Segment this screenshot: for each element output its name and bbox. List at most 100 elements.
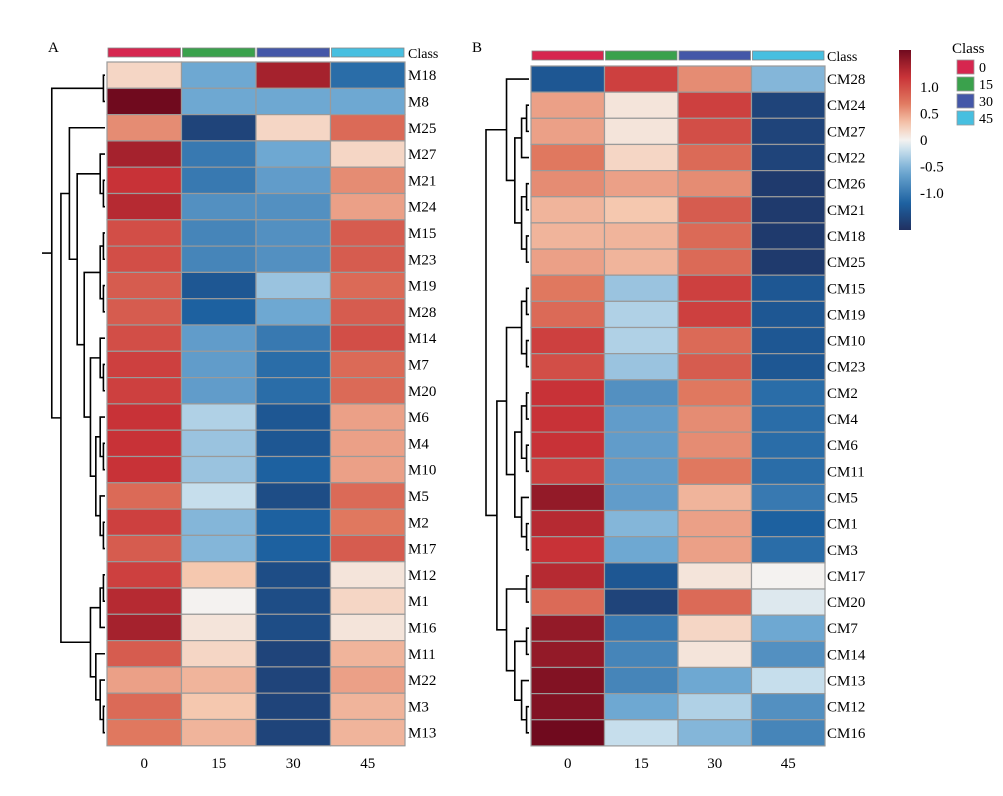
heatmap-cell-M13-30 <box>255 718 332 747</box>
row-label-CM26: CM26 <box>827 177 866 193</box>
heatmap-cell-M23-45 <box>329 245 406 274</box>
class-bar-b-15 <box>605 50 678 61</box>
column-label-a-45: 45 <box>360 756 375 772</box>
heatmap-cell-M14-45 <box>329 324 406 352</box>
heatmap-cell-M4-0 <box>106 429 183 458</box>
row-label-M17: M17 <box>408 542 437 558</box>
row-label-M11: M11 <box>408 647 436 663</box>
heatmap-cell-M19-15 <box>180 271 257 300</box>
row-label-M7: M7 <box>408 357 429 373</box>
heatmap-cell-M8-30 <box>255 87 332 116</box>
heatmap-cell-M25-45 <box>329 113 406 142</box>
row-label-CM15: CM15 <box>827 281 865 297</box>
heatmap-cell-CM16-15 <box>603 719 679 747</box>
heatmap-cell-M27-45 <box>329 140 406 168</box>
heatmap-cell-CM26-45 <box>750 170 826 198</box>
heatmap-cell-M3-0 <box>106 692 183 721</box>
heatmap-cell-CM3-45 <box>750 536 826 564</box>
heatmap-cell-M7-0 <box>106 350 183 379</box>
panel-label-b: B <box>472 40 482 56</box>
heatmap-cell-M8-0 <box>106 87 183 116</box>
column-label-a-30: 30 <box>286 756 301 772</box>
color-scale-tick: -1.0 <box>920 186 944 202</box>
heatmap-cell-CM11-15 <box>603 457 679 485</box>
heatmap-cell-CM28-30 <box>677 65 753 93</box>
heatmap-cell-M16-30 <box>255 613 332 642</box>
row-label-M14: M14 <box>408 331 437 347</box>
color-scale-tick: 0.5 <box>920 107 939 123</box>
heatmap-cell-CM12-0 <box>530 692 606 721</box>
heatmap-cell-M18-45 <box>329 61 406 89</box>
heatmap-cell-CM27-30 <box>677 117 753 146</box>
heatmap-cell-M2-0 <box>106 508 183 537</box>
heatmap-cell-M15-30 <box>255 219 332 247</box>
color-scale-tick: 1.0 <box>920 80 939 96</box>
heatmap-cell-M20-15 <box>180 377 257 405</box>
column-label-b-45: 45 <box>781 756 796 772</box>
row-label-CM12: CM12 <box>827 700 865 716</box>
heatmap-cell-M27-30 <box>255 140 332 168</box>
heatmap-cell-CM15-45 <box>750 274 826 302</box>
column-label-b-0: 0 <box>564 756 572 772</box>
row-label-M13: M13 <box>408 726 436 742</box>
heatmap-cell-M5-45 <box>329 482 406 510</box>
heatmap-cell-M3-30 <box>255 692 332 721</box>
heatmap-cell-CM23-30 <box>677 353 753 381</box>
heatmap-cell-CM22-0 <box>530 143 606 172</box>
heatmap-cell-M17-15 <box>180 534 257 563</box>
heatmap-cell-M11-45 <box>329 639 406 668</box>
heatmap-cell-M13-15 <box>180 718 257 747</box>
class-bar-a-45 <box>331 47 405 58</box>
legend-item-15: 15 <box>979 78 993 93</box>
heatmap-cell-CM22-15 <box>603 143 679 172</box>
row-label-M22: M22 <box>408 673 436 689</box>
row-label-CM23: CM23 <box>827 360 865 376</box>
heatmap-cell-CM13-0 <box>530 666 606 695</box>
legend-title: Class <box>952 41 985 57</box>
legend: 1.0 0.5 0 -0.5 -1.0 Class 0 15 30 45 <box>899 41 993 230</box>
heatmap-cell-CM13-15 <box>603 666 679 695</box>
row-label-CM5: CM5 <box>827 490 858 506</box>
class-bar-b-0 <box>531 50 604 61</box>
heatmap-cell-CM4-15 <box>603 405 679 433</box>
heatmap-cell-M14-30 <box>255 324 332 352</box>
row-label-CM25: CM25 <box>827 255 865 271</box>
heatmap-cell-CM4-45 <box>750 405 826 433</box>
heatmap-cell-CM19-45 <box>750 300 826 329</box>
heatmap-cell-M17-45 <box>329 534 406 563</box>
heatmap-cell-CM27-0 <box>530 117 606 146</box>
heatmap-cell-M23-15 <box>180 245 257 274</box>
heatmap-cell-CM16-45 <box>750 719 826 747</box>
heatmap-cell-M11-0 <box>106 639 183 668</box>
heatmap-cell-M27-15 <box>180 140 257 168</box>
row-label-M2: M2 <box>408 515 429 531</box>
heatmap-cell-M12-15 <box>180 561 257 589</box>
heatmap-cell-CM6-15 <box>603 431 679 459</box>
heatmap-cell-CM23-15 <box>603 353 679 381</box>
heatmap-cell-CM2-15 <box>603 379 679 407</box>
row-label-CM11: CM11 <box>827 464 865 480</box>
heatmap-cell-M4-15 <box>180 429 257 458</box>
heatmap-cell-CM7-0 <box>530 614 606 642</box>
heatmap-cell-CM12-45 <box>750 692 826 721</box>
heatmap-cell-CM11-0 <box>530 457 606 485</box>
legend-item-0: 0 <box>979 61 986 76</box>
row-label-CM3: CM3 <box>827 543 858 559</box>
heatmap-cell-M24-15 <box>180 192 257 221</box>
column-label-a-0: 0 <box>141 756 149 772</box>
row-label-CM22: CM22 <box>827 151 865 167</box>
panel-label-a: A <box>48 40 59 56</box>
heatmap-cell-CM10-15 <box>603 326 679 355</box>
row-label-CM6: CM6 <box>827 438 858 454</box>
row-label-CM10: CM10 <box>827 334 865 350</box>
heatmap-cell-CM10-45 <box>750 326 826 355</box>
heatmap-cell-CM5-30 <box>677 483 753 512</box>
heatmap-cell-CM15-0 <box>530 274 606 302</box>
heatmap-cell-M15-0 <box>106 219 183 247</box>
column-label-a-15: 15 <box>211 756 226 772</box>
row-label-M19: M19 <box>408 279 436 295</box>
heatmap-cell-CM23-45 <box>750 353 826 381</box>
row-label-M8: M8 <box>408 94 429 110</box>
heatmap-cell-CM27-45 <box>750 117 826 146</box>
